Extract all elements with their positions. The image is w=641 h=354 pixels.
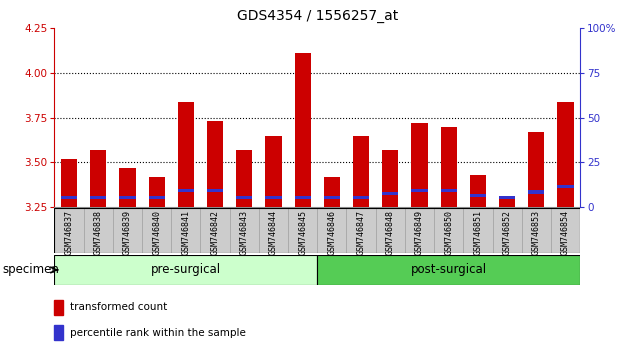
Bar [528,132,544,207]
Bar [90,196,106,199]
Bar [551,208,580,253]
Bar [347,208,376,253]
Bar [149,177,165,207]
Bar [201,208,229,253]
Bar [61,159,77,207]
Bar [84,208,113,253]
Text: GDS4354 / 1556257_at: GDS4354 / 1556257_at [237,9,398,23]
Bar [90,150,106,207]
Text: GSM746838: GSM746838 [94,210,103,255]
Bar [440,127,457,207]
Bar [440,189,457,192]
Bar [492,208,522,253]
Bar [265,136,281,207]
Text: GSM746837: GSM746837 [65,210,74,255]
Bar [207,121,223,207]
Bar [178,102,194,207]
Text: GSM746843: GSM746843 [240,210,249,255]
Bar [353,136,369,207]
Bar [558,102,574,207]
Bar [295,196,311,199]
Bar [295,53,311,207]
Bar [113,208,142,253]
Text: GSM746847: GSM746847 [356,210,365,255]
Bar [288,208,317,253]
Bar [142,208,171,253]
Text: GSM746845: GSM746845 [298,210,307,255]
Text: GSM746840: GSM746840 [152,210,161,255]
Text: GSM746844: GSM746844 [269,210,278,255]
Bar [207,189,223,192]
Bar [382,150,398,207]
Text: GSM746842: GSM746842 [211,210,220,255]
Bar [382,192,398,195]
Bar [61,196,77,199]
Bar [499,198,515,207]
Bar [470,194,486,197]
Bar [259,208,288,253]
Text: GSM746846: GSM746846 [328,210,337,255]
Text: GSM746849: GSM746849 [415,210,424,255]
Bar [353,196,369,199]
Bar [412,189,428,192]
Text: specimen: specimen [2,263,59,276]
Bar [499,196,515,199]
Bar [119,168,135,207]
Bar [324,177,340,207]
Bar [558,185,574,188]
Text: post-surgical: post-surgical [411,263,487,276]
Text: GSM746841: GSM746841 [181,210,190,255]
Bar [265,196,281,199]
Bar [317,255,580,285]
Text: pre-surgical: pre-surgical [151,263,221,276]
Bar [463,208,492,253]
Bar [54,325,63,340]
Bar [171,208,201,253]
Bar [54,255,317,285]
Bar [119,196,135,199]
Text: GSM746853: GSM746853 [532,210,541,255]
Bar [317,208,347,253]
Text: percentile rank within the sample: percentile rank within the sample [71,328,246,338]
Bar [522,208,551,253]
Bar [149,196,165,199]
Bar [237,196,253,199]
Text: GSM746851: GSM746851 [474,210,483,255]
Bar [376,208,405,253]
Bar [405,208,434,253]
Text: transformed count: transformed count [71,302,168,313]
Bar [54,300,63,315]
Text: GSM746839: GSM746839 [123,210,132,255]
Bar [528,190,544,194]
Text: GSM746854: GSM746854 [561,210,570,255]
Bar [229,208,259,253]
Bar [412,123,428,207]
Text: GSM746850: GSM746850 [444,210,453,255]
Bar [434,208,463,253]
Bar [54,208,84,253]
Text: GSM746852: GSM746852 [503,210,512,255]
Text: GSM746848: GSM746848 [386,210,395,255]
Bar [324,196,340,199]
Bar [470,175,486,207]
Bar [178,189,194,192]
Bar [237,150,253,207]
